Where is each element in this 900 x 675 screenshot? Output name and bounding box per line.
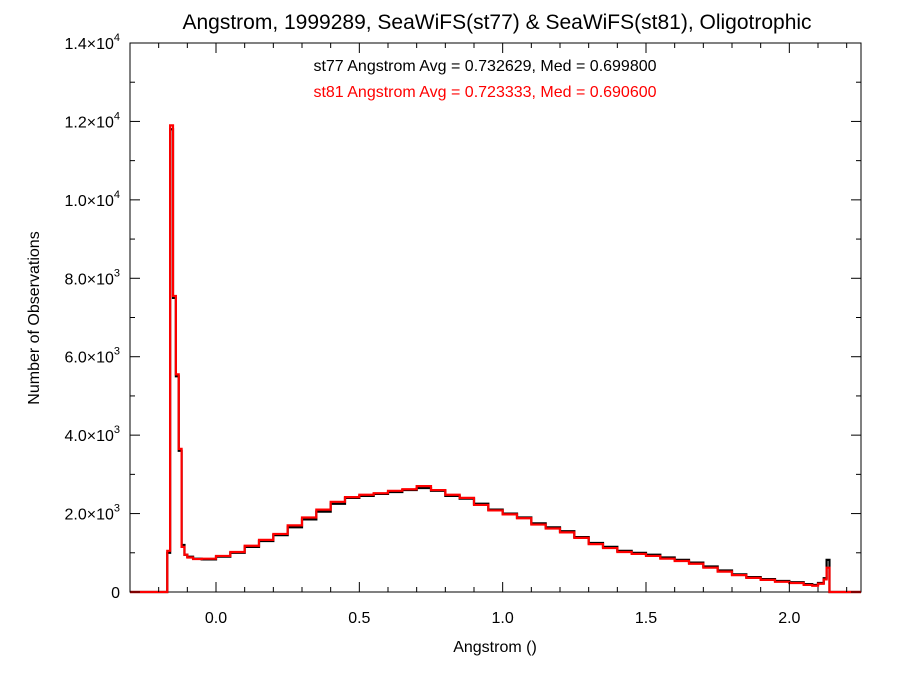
y-tick-label: 2.0×103 xyxy=(64,503,120,524)
annotation-st81: st81 Angstrom Avg = 0.723333, Med = 0.69… xyxy=(313,84,656,101)
annotation-st77: st77 Angstrom Avg = 0.732629, Med = 0.69… xyxy=(313,58,656,75)
x-axis-label: Angstrom () xyxy=(453,639,537,656)
x-tick-label: 0.0 xyxy=(205,610,227,627)
y-tick-label: 1.2×104 xyxy=(64,110,120,131)
x-tick-label: 1.5 xyxy=(635,610,657,627)
x-tick-label: 1.0 xyxy=(492,610,514,627)
x-tick-label: 2.0 xyxy=(778,610,800,627)
y-tick-label: 0 xyxy=(111,585,120,602)
y-tick-label: 8.0×103 xyxy=(64,267,120,288)
series-line-1 xyxy=(130,124,861,594)
chart-title: Angstrom, 1999289, SeaWiFS(st77) & SeaWi… xyxy=(182,11,811,34)
y-tick-label: 1.0×104 xyxy=(64,189,120,210)
y-tick-label: 4.0×103 xyxy=(64,424,120,445)
y-tick-label: 6.0×103 xyxy=(64,346,120,367)
y-tick-label: 1.4×104 xyxy=(64,32,120,53)
y-axis-label: Number of Observations xyxy=(26,231,43,404)
x-tick-label: 0.5 xyxy=(348,610,370,627)
